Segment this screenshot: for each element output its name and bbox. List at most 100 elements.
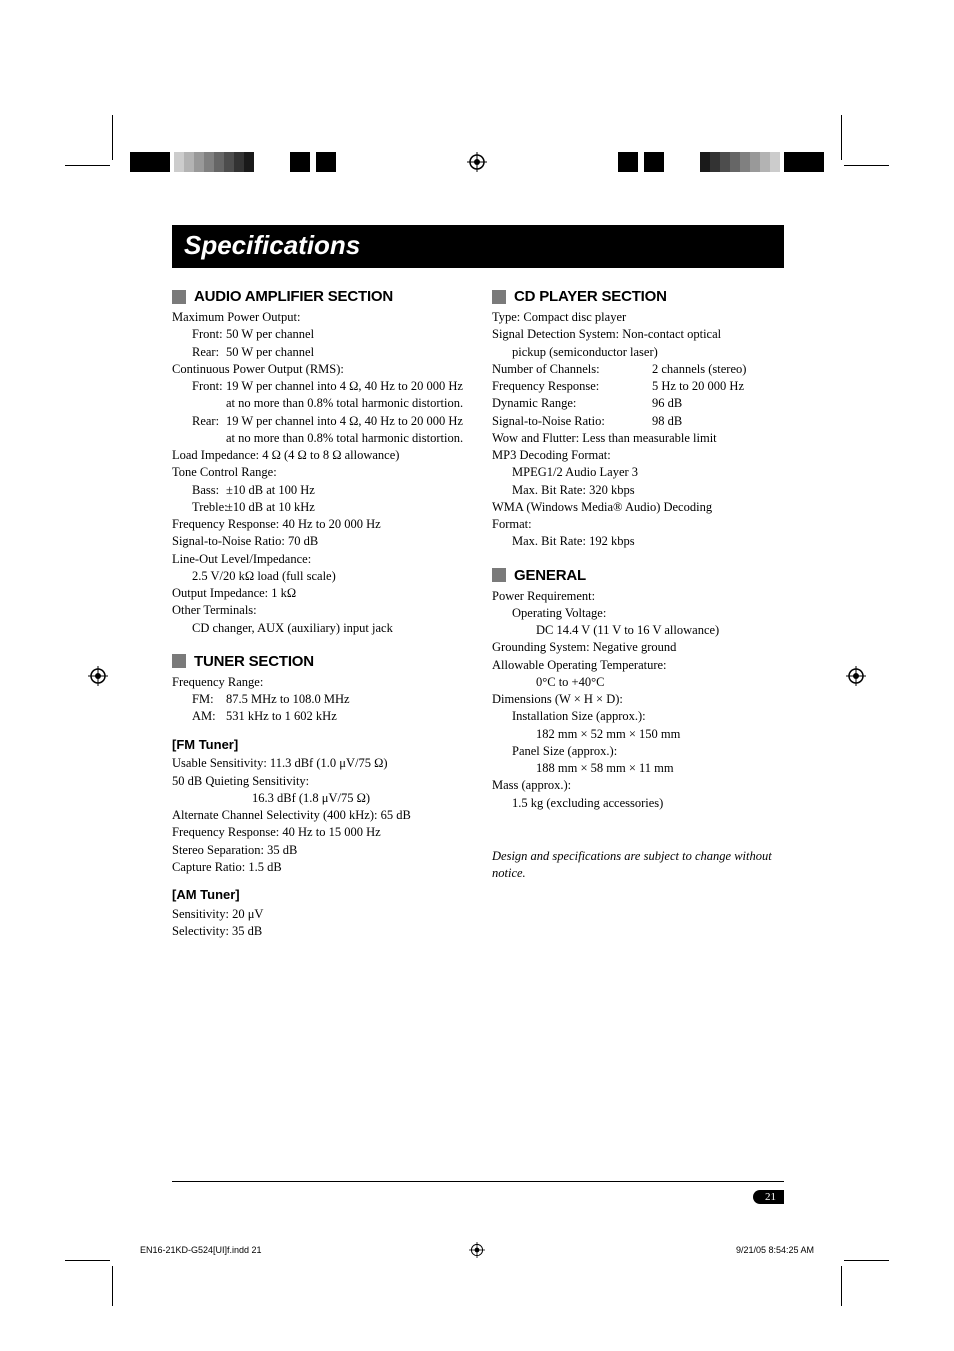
section-heading-audio: AUDIO AMPLIFIER SECTION [172, 288, 464, 305]
registration-target-icon [846, 666, 866, 686]
spec-value: 98 dB [652, 413, 784, 430]
spec-value: 50 W per channel [226, 344, 464, 361]
spec-value: 0°C to +40°C [492, 674, 784, 691]
spec-key: Signal-to-Noise Ratio: [492, 413, 652, 430]
registration-target-icon [469, 1242, 485, 1258]
general-body: Power Requirement: Operating Voltage: DC… [492, 588, 784, 812]
spec-value: 188 mm × 58 mm × 11 mm [492, 760, 784, 777]
spec-key: Dynamic Range: [492, 395, 652, 412]
spec-value: 19 W per channel into 4 Ω, 40 Hz to 20 0… [226, 413, 464, 448]
crop-mark [841, 115, 842, 160]
section-marker-icon [172, 654, 186, 668]
crop-mark [112, 1266, 113, 1306]
spec-line: Continuous Power Output (RMS): [172, 361, 464, 378]
spec-value: 19 W per channel into 4 Ω, 40 Hz to 20 0… [226, 378, 464, 413]
spec-line: Other Terminals: [172, 602, 464, 619]
spec-key: Number of Channels: [492, 361, 652, 378]
page-number-badge: 21 [753, 1190, 784, 1204]
spec-key: Frequency Response: [492, 378, 652, 395]
spec-line: Allowable Operating Temperature: [492, 657, 784, 674]
crop-mark [844, 1260, 889, 1261]
spec-value: 1.5 kg (excluding accessories) [492, 795, 784, 812]
spec-line: WMA (Windows Media® Audio) Decoding [492, 499, 784, 516]
footer-timestamp: 9/21/05 8:54:25 AM [736, 1245, 814, 1255]
section-heading-label: TUNER SECTION [194, 653, 314, 670]
grayscale-ramp-left [130, 152, 336, 172]
right-column: CD PLAYER SECTION Type: Compact disc pla… [492, 282, 784, 941]
crop-mark [112, 115, 113, 160]
spec-line: Frequency Range: [172, 674, 464, 691]
spec-line: Power Requirement: [492, 588, 784, 605]
spec-key: Bass: [172, 482, 226, 499]
spec-line: Frequency Response: 40 Hz to 20 000 Hz [172, 516, 464, 533]
grayscale-ramp-right [618, 152, 824, 172]
spec-line: Sensitivity: 20 μV [172, 906, 464, 923]
spec-line: Stereo Separation: 35 dB [172, 842, 464, 859]
spec-value: 87.5 MHz to 108.0 MHz [226, 691, 464, 708]
bottom-registration-bar [0, 1275, 954, 1351]
spec-value: ±10 dB at 100 Hz [226, 482, 464, 499]
registration-target-icon [88, 666, 108, 686]
crop-mark [844, 165, 889, 166]
spec-line: Selectivity: 35 dB [172, 923, 464, 940]
spec-line: Capture Ratio: 1.5 dB [172, 859, 464, 876]
spec-line: Tone Control Range: [172, 464, 464, 481]
page-title: Specifications [172, 225, 784, 268]
top-registration-bar [0, 0, 954, 180]
spec-value: MPEG1/2 Audio Layer 3 [492, 464, 784, 481]
spec-line: Dimensions (W × H × D): [492, 691, 784, 708]
tuner-body: Frequency Range: FM:87.5 MHz to 108.0 MH… [172, 674, 464, 941]
page-content: Specifications AUDIO AMPLIFIER SECTION M… [172, 225, 784, 941]
spec-line: Alternate Channel Selectivity (400 kHz):… [172, 807, 464, 824]
spec-value: 16.3 dBf (1.8 μV/75 Ω) [172, 790, 464, 807]
spec-key: Rear: [172, 344, 226, 361]
spec-key: AM: [172, 708, 226, 725]
registration-target-icon [467, 152, 487, 172]
spec-line: Installation Size (approx.): [492, 708, 784, 725]
footer-filename: EN16-21KD-G524[UI]f.indd 21 [140, 1245, 262, 1255]
crop-mark [65, 1260, 110, 1261]
section-heading-cd: CD PLAYER SECTION [492, 288, 784, 305]
spec-key: Treble: [172, 499, 226, 516]
spec-value: ±10 dB at 10 kHz [226, 499, 464, 516]
spec-value: 2.5 V/20 kΩ load (full scale) [172, 568, 464, 585]
spec-line: pickup (semiconductor laser) [492, 344, 784, 361]
spec-value: Max. Bit Rate: 320 kbps [492, 482, 784, 499]
spec-value: 2 channels (stereo) [652, 361, 784, 378]
spec-line: Usable Sensitivity: 11.3 dBf (1.0 μV/75 … [172, 755, 464, 772]
spec-value: Max. Bit Rate: 192 kbps [492, 533, 784, 550]
spec-key: Front: [172, 326, 226, 343]
spec-value: 182 mm × 52 mm × 150 mm [492, 726, 784, 743]
spec-line: Type: Compact disc player [492, 309, 784, 326]
spec-line: Mass (approx.): [492, 777, 784, 794]
spec-line: MP3 Decoding Format: [492, 447, 784, 464]
spec-line: Maximum Power Output: [172, 309, 464, 326]
spec-line: Grounding System: Negative ground [492, 639, 784, 656]
section-marker-icon [492, 290, 506, 304]
spec-key: Rear: [172, 413, 226, 448]
footer-rule [172, 1181, 784, 1182]
spec-value: 531 kHz to 1 602 kHz [226, 708, 464, 725]
spec-key: Front: [172, 378, 226, 413]
section-heading-label: CD PLAYER SECTION [514, 288, 667, 305]
spec-value: DC 14.4 V (11 V to 16 V allowance) [492, 622, 784, 639]
crop-mark [65, 165, 110, 166]
disclaimer-text: Design and specifications are subject to… [492, 848, 784, 882]
section-heading-label: GENERAL [514, 567, 586, 584]
spec-line: Output Impedance: 1 kΩ [172, 585, 464, 602]
spec-line: Signal Detection System: Non-contact opt… [492, 326, 784, 343]
spec-line: Frequency Response: 40 Hz to 15 000 Hz [172, 824, 464, 841]
crop-mark [841, 1266, 842, 1306]
audio-body: Maximum Power Output: Front:50 W per cha… [172, 309, 464, 637]
sub-heading: [FM Tuner] [172, 736, 464, 754]
spec-line: Panel Size (approx.): [492, 743, 784, 760]
spec-line: 50 dB Quieting Sensitivity: [172, 773, 464, 790]
cd-body: Type: Compact disc player Signal Detecti… [492, 309, 784, 551]
section-marker-icon [172, 290, 186, 304]
sub-heading: [AM Tuner] [172, 886, 464, 904]
section-heading-label: AUDIO AMPLIFIER SECTION [194, 288, 393, 305]
spec-line: Operating Voltage: [492, 605, 784, 622]
spec-line: Line-Out Level/Impedance: [172, 551, 464, 568]
spec-value: 5 Hz to 20 000 Hz [652, 378, 784, 395]
section-marker-icon [492, 568, 506, 582]
